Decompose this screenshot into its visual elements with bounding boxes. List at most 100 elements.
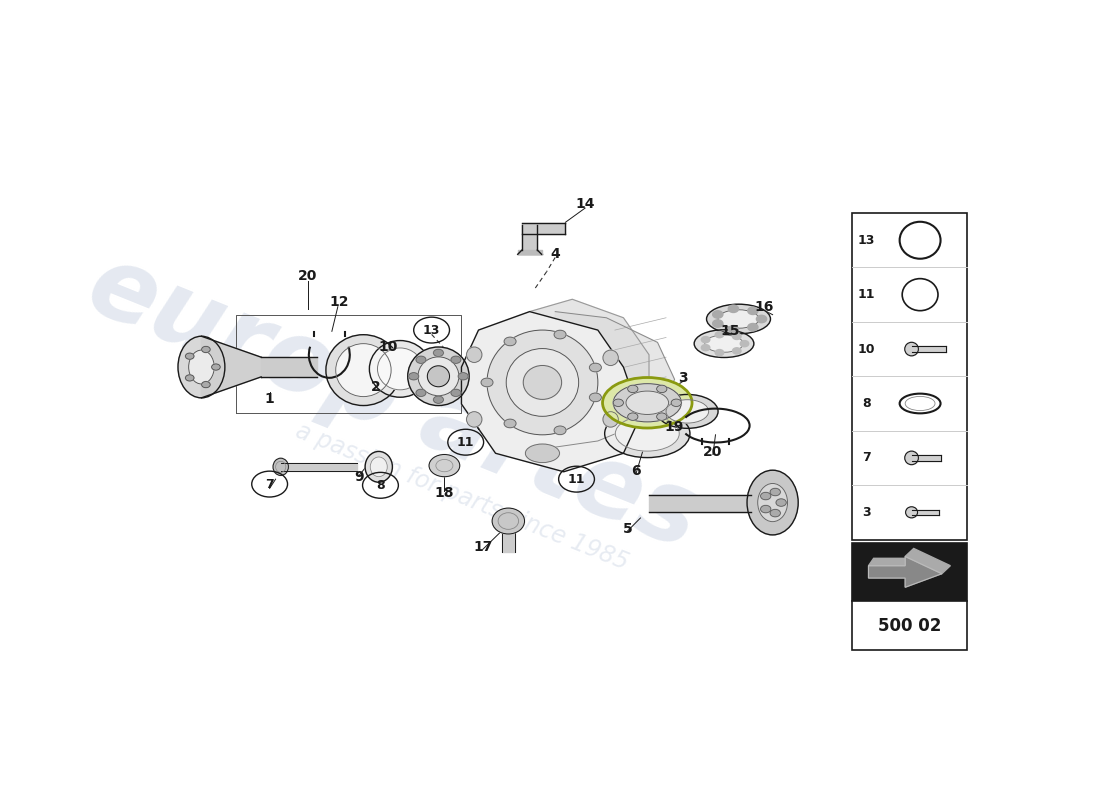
Circle shape bbox=[554, 330, 566, 339]
Text: 10: 10 bbox=[858, 342, 876, 355]
Ellipse shape bbox=[326, 334, 400, 406]
Circle shape bbox=[628, 386, 638, 393]
Circle shape bbox=[433, 396, 443, 403]
Circle shape bbox=[713, 310, 723, 318]
Polygon shape bbox=[905, 549, 950, 574]
Circle shape bbox=[770, 510, 780, 517]
Circle shape bbox=[416, 390, 426, 397]
Circle shape bbox=[733, 334, 741, 339]
Ellipse shape bbox=[492, 508, 525, 534]
Text: 19: 19 bbox=[664, 421, 684, 434]
Ellipse shape bbox=[718, 310, 759, 328]
Circle shape bbox=[201, 382, 210, 388]
Text: 500 02: 500 02 bbox=[878, 617, 942, 634]
Ellipse shape bbox=[626, 391, 669, 414]
Text: 16: 16 bbox=[755, 300, 773, 314]
Text: 11: 11 bbox=[858, 288, 876, 301]
Circle shape bbox=[728, 326, 738, 333]
Circle shape bbox=[554, 426, 566, 434]
Circle shape bbox=[740, 341, 749, 346]
Text: europ'artes: europ'artes bbox=[73, 237, 714, 571]
Circle shape bbox=[657, 386, 667, 393]
Circle shape bbox=[504, 337, 516, 346]
Ellipse shape bbox=[603, 378, 692, 428]
Ellipse shape bbox=[370, 341, 431, 398]
Circle shape bbox=[628, 413, 638, 420]
Text: 8: 8 bbox=[862, 397, 871, 410]
Text: 2: 2 bbox=[372, 380, 381, 394]
Text: 13: 13 bbox=[422, 323, 440, 337]
Polygon shape bbox=[869, 558, 905, 566]
Ellipse shape bbox=[694, 330, 754, 358]
Circle shape bbox=[776, 499, 786, 506]
Circle shape bbox=[409, 373, 419, 380]
Circle shape bbox=[211, 364, 220, 370]
Ellipse shape bbox=[605, 410, 690, 458]
Circle shape bbox=[728, 305, 738, 313]
Circle shape bbox=[733, 348, 741, 354]
Ellipse shape bbox=[336, 344, 392, 397]
Polygon shape bbox=[504, 299, 649, 441]
Ellipse shape bbox=[466, 412, 482, 427]
Circle shape bbox=[504, 419, 516, 428]
Circle shape bbox=[760, 492, 771, 500]
Text: 20: 20 bbox=[703, 445, 723, 459]
Ellipse shape bbox=[904, 451, 918, 465]
Ellipse shape bbox=[178, 336, 224, 398]
Ellipse shape bbox=[506, 349, 579, 416]
Text: 5: 5 bbox=[623, 522, 632, 536]
Ellipse shape bbox=[408, 347, 469, 406]
Text: 7: 7 bbox=[265, 478, 274, 490]
FancyBboxPatch shape bbox=[851, 542, 967, 601]
Text: 1: 1 bbox=[265, 392, 275, 406]
Ellipse shape bbox=[747, 470, 799, 535]
Polygon shape bbox=[556, 311, 674, 447]
Ellipse shape bbox=[603, 350, 618, 366]
Ellipse shape bbox=[427, 366, 450, 386]
Circle shape bbox=[702, 337, 710, 342]
Ellipse shape bbox=[273, 458, 288, 475]
Circle shape bbox=[770, 488, 780, 496]
Ellipse shape bbox=[365, 451, 393, 482]
Circle shape bbox=[613, 399, 624, 406]
Polygon shape bbox=[462, 311, 640, 472]
Polygon shape bbox=[869, 557, 942, 587]
Circle shape bbox=[429, 454, 460, 477]
Ellipse shape bbox=[189, 350, 214, 384]
FancyBboxPatch shape bbox=[851, 601, 967, 650]
Ellipse shape bbox=[603, 412, 618, 427]
FancyBboxPatch shape bbox=[851, 213, 967, 539]
Ellipse shape bbox=[371, 457, 387, 477]
Text: 6: 6 bbox=[631, 463, 641, 478]
Text: 4: 4 bbox=[550, 247, 560, 262]
Circle shape bbox=[715, 331, 724, 338]
Text: 9: 9 bbox=[354, 470, 364, 484]
Circle shape bbox=[459, 373, 469, 380]
Circle shape bbox=[760, 506, 771, 513]
Circle shape bbox=[186, 375, 194, 381]
Ellipse shape bbox=[905, 506, 917, 518]
Text: 11: 11 bbox=[456, 436, 474, 449]
Text: 20: 20 bbox=[298, 270, 318, 283]
Ellipse shape bbox=[524, 366, 562, 399]
Text: 18: 18 bbox=[434, 486, 454, 500]
Text: 15: 15 bbox=[720, 324, 739, 338]
Circle shape bbox=[748, 307, 758, 314]
Ellipse shape bbox=[487, 330, 598, 435]
Ellipse shape bbox=[377, 348, 422, 390]
Text: a passion for parts since 1985: a passion for parts since 1985 bbox=[292, 418, 631, 574]
Circle shape bbox=[416, 356, 426, 363]
Ellipse shape bbox=[466, 347, 482, 362]
Ellipse shape bbox=[526, 444, 560, 462]
Ellipse shape bbox=[613, 384, 681, 422]
Circle shape bbox=[451, 390, 461, 397]
Ellipse shape bbox=[706, 304, 770, 334]
Text: 17: 17 bbox=[473, 540, 493, 554]
Text: 7: 7 bbox=[862, 451, 871, 464]
Text: 10: 10 bbox=[378, 340, 398, 354]
Circle shape bbox=[590, 363, 602, 372]
Circle shape bbox=[702, 345, 710, 350]
Circle shape bbox=[657, 413, 667, 420]
Ellipse shape bbox=[418, 357, 459, 396]
Circle shape bbox=[451, 356, 461, 363]
